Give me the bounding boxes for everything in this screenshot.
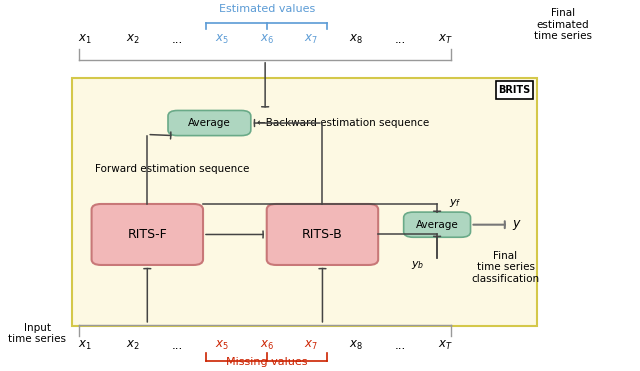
Text: $x_1$: $x_1$ — [78, 33, 92, 46]
Text: $x_2$: $x_2$ — [126, 33, 140, 46]
Text: ...: ... — [395, 33, 406, 46]
Text: Forward estimation sequence: Forward estimation sequence — [95, 164, 249, 174]
Text: Final
estimated
time series: Final estimated time series — [534, 8, 592, 41]
Text: RITS-B: RITS-B — [302, 228, 343, 241]
Text: Input
time series: Input time series — [8, 322, 67, 344]
Text: $x_8$: $x_8$ — [349, 33, 363, 46]
Text: ...: ... — [395, 339, 406, 352]
Bar — [496, 81, 533, 99]
FancyBboxPatch shape — [168, 111, 251, 136]
Text: Estimated values: Estimated values — [219, 4, 315, 14]
Text: Missing values: Missing values — [226, 357, 307, 367]
Text: $x_6$: $x_6$ — [260, 339, 274, 352]
Text: $x_5$: $x_5$ — [215, 33, 229, 46]
Text: $x_5$: $x_5$ — [215, 339, 229, 352]
FancyBboxPatch shape — [404, 212, 470, 237]
Text: $x_T$: $x_T$ — [438, 339, 452, 352]
Text: $x_8$: $x_8$ — [349, 339, 363, 352]
Bar — [72, 78, 538, 326]
Text: $x_T$: $x_T$ — [438, 33, 452, 46]
FancyBboxPatch shape — [267, 204, 378, 265]
Text: $x_1$: $x_1$ — [78, 339, 92, 352]
Text: Average: Average — [188, 118, 231, 128]
Text: ...: ... — [172, 339, 183, 352]
Text: ←Backward estimation sequence: ←Backward estimation sequence — [257, 118, 429, 128]
Text: $y_b$: $y_b$ — [411, 259, 424, 272]
Text: $y$: $y$ — [512, 218, 522, 232]
Text: $x_7$: $x_7$ — [305, 33, 318, 46]
Text: $x_2$: $x_2$ — [126, 339, 140, 352]
Text: Final
time series
classification: Final time series classification — [472, 250, 540, 284]
Text: $y_f$: $y_f$ — [449, 197, 461, 209]
Text: $x_7$: $x_7$ — [305, 339, 318, 352]
Text: BRITS: BRITS — [499, 85, 531, 95]
Text: ...: ... — [172, 33, 183, 46]
Text: $x_6$: $x_6$ — [260, 33, 274, 46]
FancyBboxPatch shape — [92, 204, 203, 265]
Text: Average: Average — [416, 220, 458, 230]
Text: RITS-F: RITS-F — [127, 228, 167, 241]
